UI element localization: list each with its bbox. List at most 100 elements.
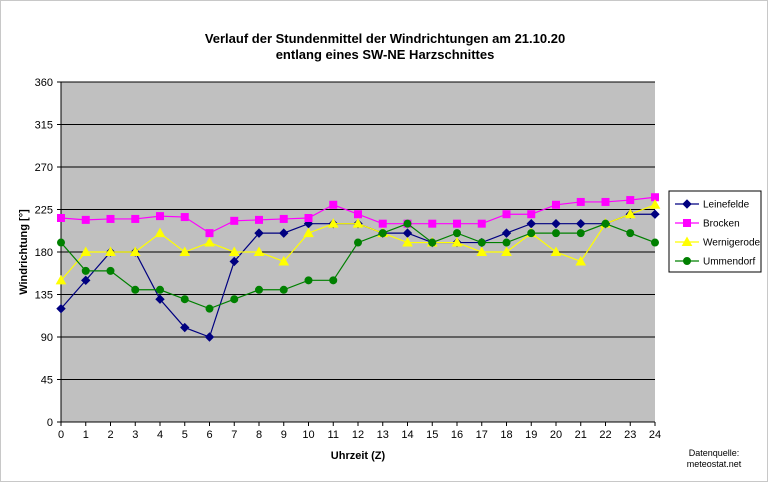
- x-tick-label: 17: [476, 429, 488, 441]
- data-point-leinefelde: [204, 332, 215, 342]
- x-tick-label: 3: [132, 429, 138, 441]
- data-point-brocken: [428, 219, 437, 228]
- data-point-ummendorf: [601, 219, 610, 228]
- data-point-wernigerode: [402, 237, 413, 247]
- data-point-wernigerode: [550, 246, 562, 256]
- x-tick-label: 4: [157, 429, 163, 441]
- source-label: Datenquelle:: [689, 448, 740, 458]
- data-point-leinefelde: [650, 209, 660, 219]
- data-point-wernigerode: [204, 237, 215, 247]
- data-point-ummendorf: [205, 304, 214, 313]
- y-tick-label: 360: [35, 77, 53, 89]
- series-group: [55, 193, 661, 342]
- legend-label-brocken: Brocken: [703, 219, 740, 230]
- data-point-brocken: [106, 214, 115, 223]
- y-axis-ticks: 0 45 90 135 180 225 270 315 360: [35, 77, 61, 429]
- data-point-ummendorf: [81, 266, 90, 275]
- data-point-brocken: [453, 219, 461, 228]
- data-point-leinefelde: [229, 256, 239, 267]
- data-point-leinefelde: [155, 294, 165, 304]
- data-point-wernigerode: [624, 208, 636, 219]
- data-point-ummendorf: [453, 229, 461, 238]
- data-point-brocken: [205, 229, 214, 238]
- data-point-brocken: [304, 214, 313, 222]
- data-point-ummendorf: [428, 238, 437, 247]
- data-point-wernigerode: [129, 246, 141, 256]
- data-point-brocken: [502, 210, 511, 219]
- x-tick-label: 7: [231, 429, 237, 441]
- x-tick-label: 13: [377, 429, 389, 441]
- data-point-brocken: [180, 213, 189, 222]
- data-point-wernigerode: [501, 246, 512, 256]
- x-tick-label: 24: [649, 429, 661, 441]
- data-point-ummendorf: [304, 276, 313, 285]
- data-point-ummendorf: [477, 238, 486, 247]
- data-point-wernigerode: [253, 246, 265, 256]
- series-ummendorf: [57, 219, 659, 313]
- x-tick-label: 6: [206, 429, 212, 441]
- data-point-ummendorf: [230, 295, 239, 304]
- data-point-leinefelde: [180, 322, 190, 333]
- data-point-leinefelde: [501, 228, 512, 238]
- data-point-ummendorf: [552, 229, 560, 238]
- data-point-leinefelde: [576, 218, 586, 229]
- data-point-ummendorf: [576, 229, 585, 238]
- x-tick-label: 14: [401, 429, 413, 441]
- y-tick-label: 225: [35, 205, 53, 217]
- x-tick-label: 10: [302, 429, 314, 441]
- data-point-brocken: [329, 200, 338, 209]
- legend-marker-ummendorf: [683, 257, 691, 265]
- data-point-ummendorf: [527, 229, 536, 238]
- x-tick-label: 12: [352, 429, 364, 441]
- data-point-wernigerode: [649, 199, 661, 209]
- data-point-ummendorf: [57, 238, 65, 247]
- x-axis-label: Uhrzeit (Z): [331, 450, 386, 462]
- data-point-ummendorf: [626, 229, 635, 238]
- x-tick-label: 0: [58, 429, 64, 441]
- data-point-ummendorf: [329, 276, 338, 285]
- data-point-ummendorf: [131, 285, 140, 294]
- y-tick-label: 315: [35, 120, 53, 132]
- legend-label-ummendorf: Ummendorf: [703, 257, 755, 268]
- x-tick-label: 8: [256, 429, 262, 441]
- y-tick-label: 45: [41, 375, 53, 387]
- series-brocken: [57, 193, 659, 238]
- x-tick-label: 20: [550, 429, 562, 441]
- data-point-ummendorf: [354, 238, 362, 247]
- data-point-ummendorf: [502, 238, 511, 247]
- legend-marker-leinefelde: [682, 199, 692, 209]
- gridlines: [61, 81, 655, 380]
- data-point-wernigerode: [327, 218, 339, 228]
- data-point-ummendorf: [180, 295, 189, 304]
- data-point-brocken: [527, 210, 536, 219]
- legend-label-wernigerode: Wernigerode: [703, 238, 761, 249]
- y-tick-label: 270: [35, 162, 53, 174]
- y-tick-label: 90: [41, 332, 53, 344]
- data-point-brocken: [131, 214, 140, 223]
- data-point-wernigerode: [80, 246, 92, 256]
- data-point-wernigerode: [476, 246, 488, 256]
- data-point-wernigerode: [105, 246, 116, 256]
- data-point-leinefelde: [551, 218, 561, 229]
- data-point-brocken: [576, 197, 585, 206]
- legend-marker-wernigerode: [681, 236, 693, 246]
- x-axis-ticks: 0 1 2 3 4 5 6 7 8 9 10 11 12 13 14 15 16 17 18 19 20 21 22 23 24: [58, 422, 661, 441]
- x-tick-label: 21: [575, 429, 587, 441]
- data-point-wernigerode: [352, 218, 364, 228]
- data-point-brocken: [378, 219, 387, 228]
- y-tick-label: 180: [35, 247, 53, 259]
- x-tick-label: 1: [83, 429, 89, 441]
- x-tick-label: 19: [525, 429, 537, 441]
- data-point-leinefelde: [254, 228, 264, 238]
- data-point-brocken: [279, 214, 288, 223]
- x-tick-label: 23: [624, 429, 636, 441]
- legend: Leinefelde Brocken Wernigerode Ummendorf: [668, 190, 762, 273]
- data-point-wernigerode: [179, 246, 191, 256]
- y-tick-label: 0: [47, 417, 53, 429]
- chart-title-line2: entlang eines SW-NE Harzschnittes: [276, 47, 495, 62]
- data-point-ummendorf: [279, 285, 288, 294]
- x-tick-label: 15: [426, 429, 438, 441]
- x-tick-label: 18: [500, 429, 512, 441]
- data-point-brocken: [354, 210, 362, 219]
